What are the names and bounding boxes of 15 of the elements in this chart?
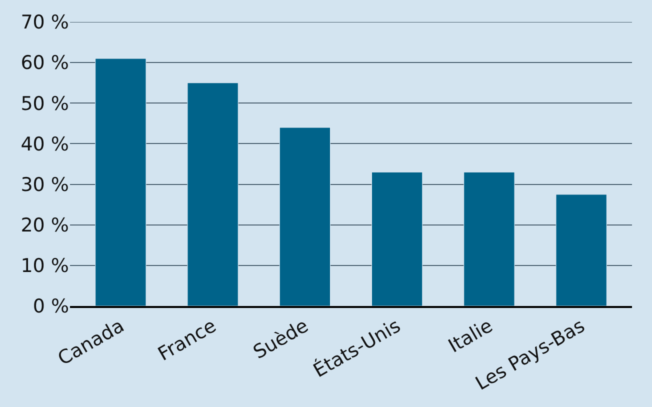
y-tick-label: 60 % — [20, 52, 69, 74]
bar — [371, 172, 423, 306]
y-tick-label: 40 % — [20, 133, 69, 156]
y-tick-label: 50 % — [20, 92, 69, 115]
y-tick-label: 10 % — [20, 255, 69, 278]
y-tick-label: 0 % — [32, 296, 69, 318]
bar — [464, 172, 515, 306]
y-tick-label: 70 % — [20, 12, 69, 34]
bar — [279, 127, 331, 306]
bar — [95, 58, 146, 306]
bar — [556, 194, 607, 306]
x-tick-label: Italie — [444, 314, 496, 358]
y-tick-label: 30 % — [20, 174, 69, 196]
bar — [187, 82, 238, 306]
y-tick-label: 20 % — [20, 214, 69, 237]
